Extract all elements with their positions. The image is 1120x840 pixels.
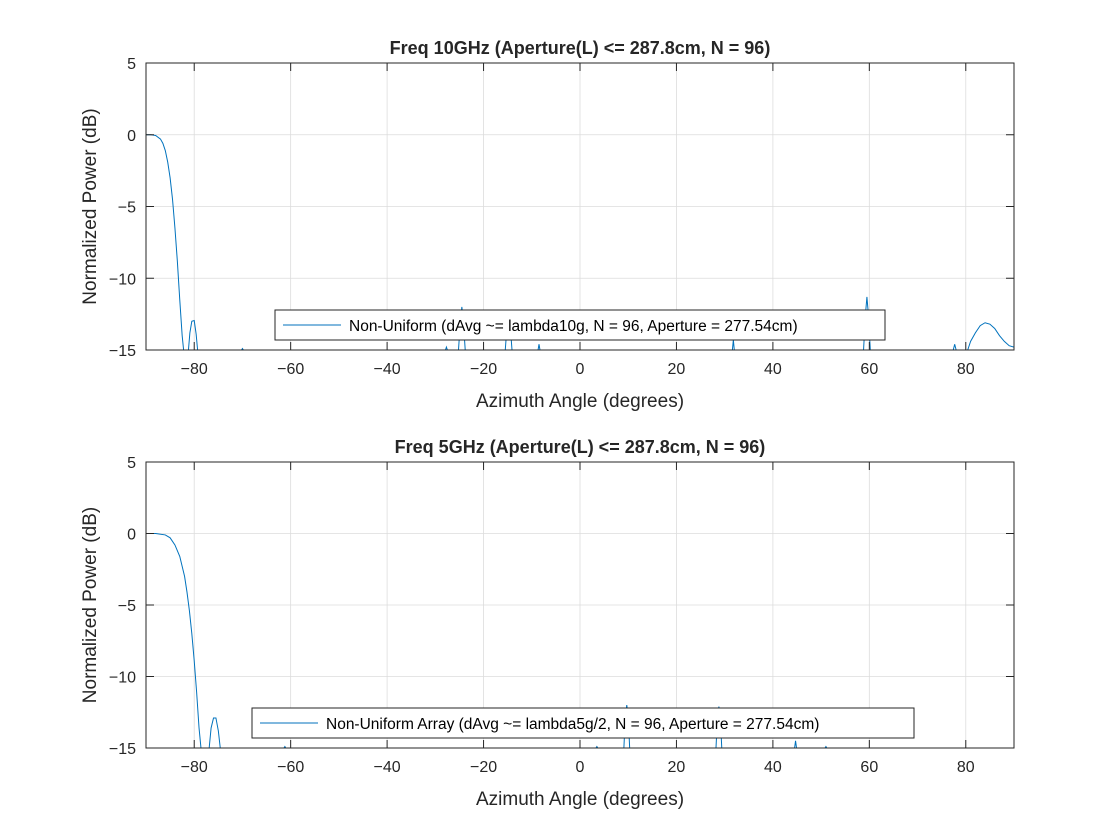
x-tick-label: −40 [374, 361, 401, 378]
x-tick-label: −80 [181, 361, 208, 378]
legend: Non-Uniform (dAvg ~= lambda10g, N = 96, … [274, 309, 886, 341]
legend: Non-Uniform Array (dAvg ~= lambda5g/2, N… [251, 707, 915, 739]
y-tick-label: 0 [127, 527, 136, 544]
series-segment [146, 134, 185, 350]
x-tick-label: −40 [374, 759, 401, 776]
y-tick-label: −15 [109, 741, 136, 758]
y-tick-label: −5 [118, 200, 136, 217]
ticks [146, 461, 1014, 749]
x-tick-label: −20 [470, 361, 497, 378]
x-tick-label: 40 [764, 361, 782, 378]
legend-label: Non-Uniform (dAvg ~= lambda10g, N = 96, … [349, 318, 798, 335]
x-tick-label: 20 [668, 361, 686, 378]
y-axis-label: Normalized Power (dB) [80, 507, 101, 703]
series-segment [208, 717, 221, 748]
x-tick-label: 80 [957, 361, 975, 378]
x-tick-label: −80 [181, 759, 208, 776]
legend-label: Non-Uniform Array (dAvg ~= lambda5g/2, N… [326, 716, 819, 733]
series-segment [187, 319, 199, 350]
x-tick-label: 60 [860, 759, 878, 776]
y-tick-label: −5 [118, 598, 136, 615]
y-tick-label: 5 [127, 56, 136, 73]
x-tick-label: 60 [860, 361, 878, 378]
series-segment [537, 344, 541, 350]
series-segment [444, 345, 448, 350]
series-segment [967, 322, 1014, 350]
series-segment [146, 533, 202, 748]
y-tick-label: −15 [109, 343, 136, 360]
x-tick-label: 80 [957, 759, 975, 776]
legend-box [274, 309, 886, 341]
x-tick-label: 0 [576, 361, 585, 378]
x-tick-label: −60 [277, 361, 304, 378]
axes-1: −80 −60 −40 −20 0 20 40 60 80 −15 −10 −5 0 5 Freq 10GH… [80, 38, 1015, 412]
series-segment [794, 740, 798, 748]
x-tick-label: −20 [470, 759, 497, 776]
chart-title: Freq 10GHz (Aperture(L) <= 287.8cm, N = … [390, 38, 771, 58]
y-tick-label: 5 [127, 455, 136, 472]
y-tick-label: −10 [109, 670, 136, 687]
series-segment [952, 344, 957, 350]
y-tick-label: −10 [109, 271, 136, 288]
axes-2: −80 −60 −40 −20 0 20 40 60 80 −15 −10 −5 0 5 Freq 5GHz… [80, 437, 1015, 810]
y-tick-label: 0 [127, 128, 136, 145]
x-axis-label: Azimuth Angle (degrees) [476, 391, 684, 412]
x-tick-label: 40 [764, 759, 782, 776]
x-tick-label: 0 [576, 759, 585, 776]
x-tick-label: −60 [277, 759, 304, 776]
x-axis-label: Azimuth Angle (degrees) [476, 789, 684, 810]
chart-title: Freq 5GHz (Aperture(L) <= 287.8cm, N = 9… [395, 437, 766, 457]
legend-box [251, 707, 915, 739]
ticks [146, 62, 1014, 351]
y-axis-label: Normalized Power (dB) [80, 108, 101, 304]
x-tick-label: 20 [668, 759, 686, 776]
